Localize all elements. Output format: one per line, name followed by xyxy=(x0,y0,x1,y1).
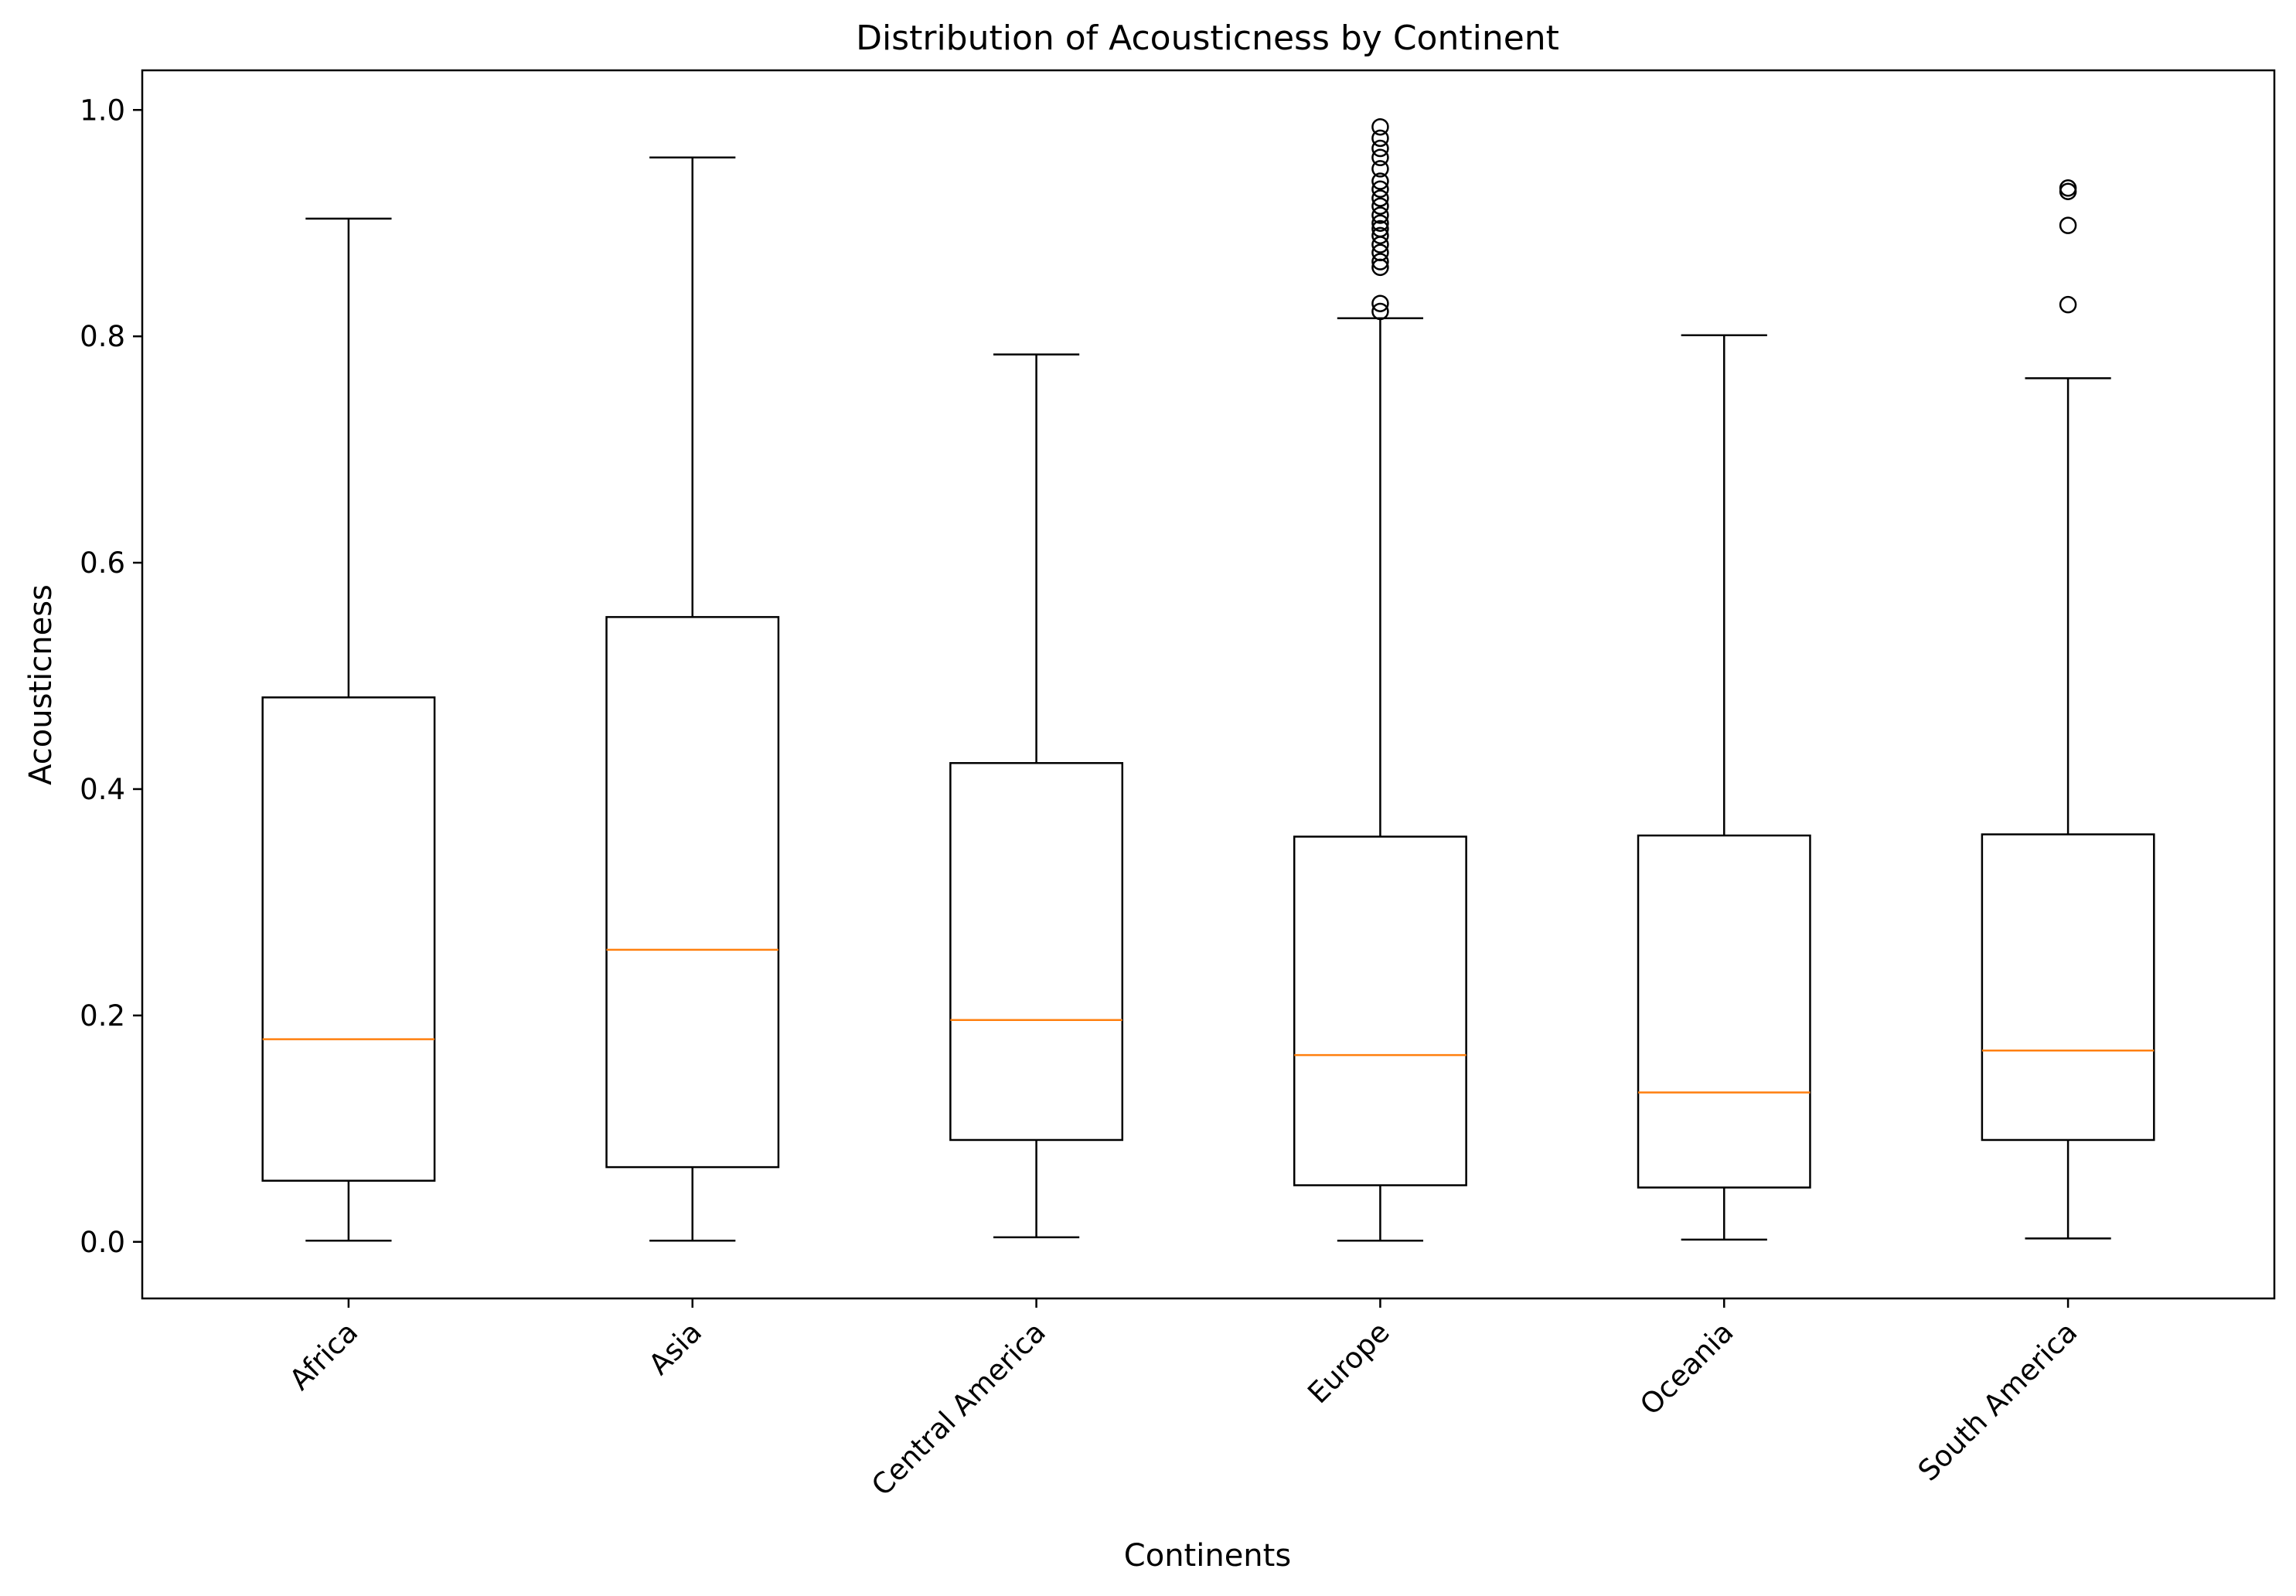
outlier-point xyxy=(1371,253,1389,271)
outlier-point xyxy=(2059,179,2077,197)
outlier-point xyxy=(1371,243,1389,262)
iqr-box xyxy=(1293,835,1467,1186)
y-axis-label: Acousticness xyxy=(23,584,59,785)
iqr-box xyxy=(1637,834,1811,1189)
outlier-point xyxy=(2059,295,2077,314)
outlier-point xyxy=(1371,172,1389,190)
iqr-box xyxy=(1981,833,2155,1142)
outlier-point xyxy=(1371,219,1389,238)
box-group-0 xyxy=(261,217,436,1242)
y-tick-label: 0.4 xyxy=(80,773,125,806)
outlier-point xyxy=(1371,302,1389,321)
box-group-1 xyxy=(605,156,780,1242)
y-tick-label: 1.0 xyxy=(80,94,125,127)
y-tick-label: 0.8 xyxy=(80,320,125,353)
y-tick-label: 0.6 xyxy=(80,546,125,580)
x-axis-label: Continents xyxy=(1124,1538,1291,1574)
box-group-5 xyxy=(1981,179,2155,1240)
iqr-box xyxy=(949,762,1124,1142)
y-tick-label: 0.2 xyxy=(80,999,125,1033)
outlier-point xyxy=(1371,160,1389,178)
box-group-2 xyxy=(949,353,1124,1239)
iqr-box xyxy=(261,696,436,1182)
outlier-point xyxy=(1371,117,1389,136)
outlier-point xyxy=(1371,197,1389,215)
outlier-point xyxy=(1371,180,1389,199)
outlier-point xyxy=(1371,139,1389,158)
outlier-point xyxy=(1371,214,1389,232)
outlier-point xyxy=(1371,206,1389,224)
y-tick-label: 0.0 xyxy=(80,1226,125,1259)
chart-title: Distribution of Acousticness by Continen… xyxy=(856,19,1559,58)
outlier-point xyxy=(1371,129,1389,148)
outlier-point xyxy=(1371,226,1389,245)
iqr-box xyxy=(605,616,780,1169)
outlier-point xyxy=(2059,216,2077,234)
outlier-point xyxy=(1371,294,1389,312)
y-axis: 0.0 0.2 0.4 0.6 0.8 1.0 xyxy=(80,94,142,1259)
plot-area xyxy=(261,117,2155,1242)
outlier-point xyxy=(1371,189,1389,207)
outlier-point xyxy=(1371,148,1389,167)
box-group-3 xyxy=(1293,117,1467,1242)
box-group-4 xyxy=(1637,334,1811,1241)
plot-frame xyxy=(141,69,2276,1300)
